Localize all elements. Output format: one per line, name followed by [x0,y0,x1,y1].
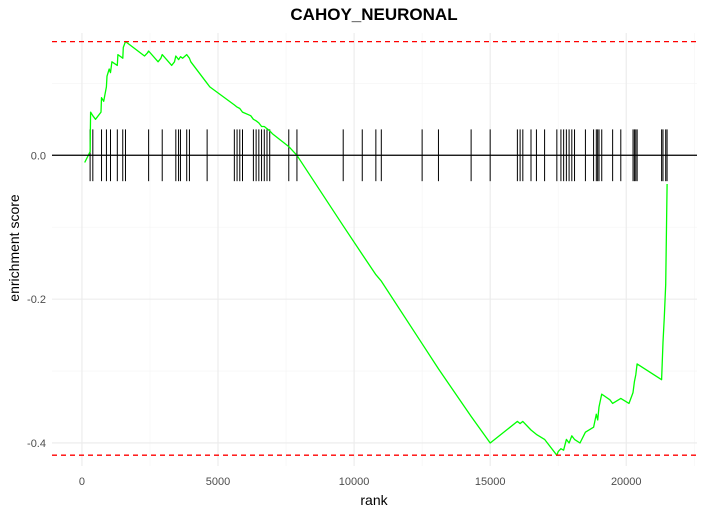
x-tick-label: 10000 [339,476,370,488]
x-tick-label: 0 [79,476,85,488]
y-tick-label: 0.0 [31,150,46,162]
y-axis-title: enrichment score [6,194,22,302]
x-axis-title: rank [360,492,388,508]
x-tick-label: 5000 [206,476,230,488]
running-score-line [84,40,668,456]
x-tick-label: 20000 [611,476,642,488]
axis-ticks: 0 5000 10000 15000 20000 0.0 -0.2 -0.4 [27,150,642,488]
running-score-series [84,40,668,456]
reference-lines [52,40,697,456]
x-tick-label: 15000 [475,476,506,488]
y-tick-label: -0.4 [27,438,46,450]
chart-title: CAHOY_NEURONAL [290,5,457,24]
y-tick-label: -0.2 [27,294,46,306]
